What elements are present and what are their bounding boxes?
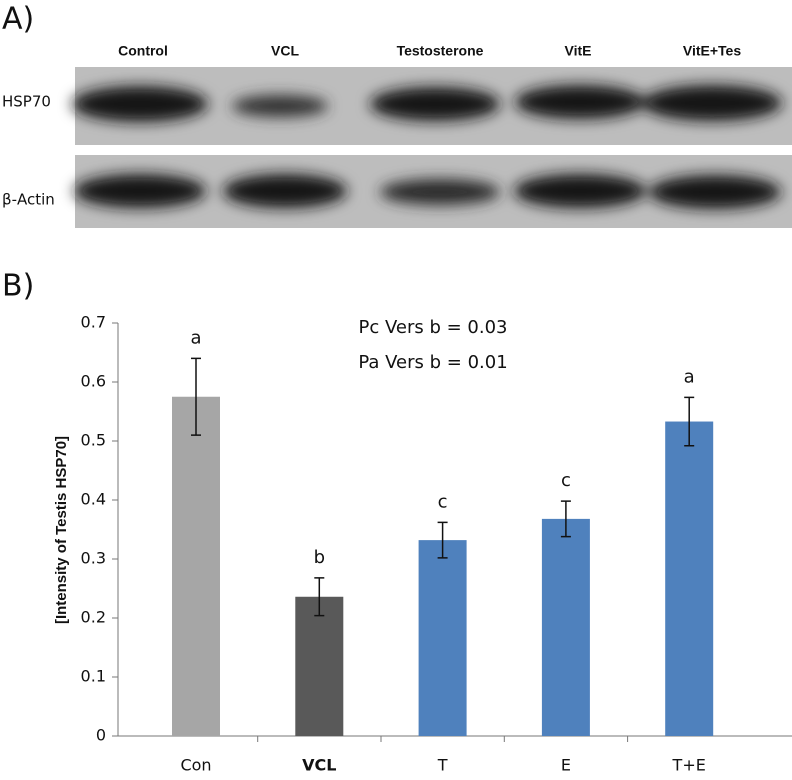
y-tick-label: 0.4 (81, 490, 106, 509)
x-tick-label: VCL (302, 756, 336, 775)
y-tick-label: 0.3 (81, 549, 106, 568)
bar (418, 540, 467, 736)
panel-a-label: A) (2, 2, 34, 37)
significance-letter: b (314, 547, 325, 568)
plot: 0 0.1 0.2 0.3 0.4 0.5 0.6 0.7 Con a VCL b Tc Ec T+E a (81, 313, 792, 775)
x-tick-label: T (437, 756, 448, 775)
bar (295, 596, 344, 736)
y-tick-label: 0.2 (81, 608, 106, 627)
row-label: β-Actin (2, 191, 55, 209)
error-bar (684, 396, 695, 447)
significance-letter: c (438, 491, 448, 512)
y-tick-label: 0.1 (81, 667, 106, 686)
significance-letter: a (684, 366, 695, 387)
annotation: Pa Vers b = 0.01 (358, 352, 507, 373)
y-tick-label: 0 (96, 726, 106, 745)
y-tick-label: 0.6 (81, 372, 106, 391)
blot-hsp70 (72, 67, 792, 145)
y-tick-label: 0.7 (81, 313, 106, 332)
error-bar (314, 577, 325, 617)
lane-label: Testosterone (397, 43, 484, 59)
x-tick-label: E (561, 756, 571, 775)
bar (665, 421, 714, 736)
error-bar (191, 357, 201, 436)
lane-label: VitE (565, 43, 592, 59)
x-tick-label: Con (180, 756, 211, 775)
y-axis-label: [Intensity of Testis HSP70] (53, 436, 70, 624)
bar (541, 518, 590, 736)
annotation: Pc Vers b = 0.03 (359, 317, 508, 338)
lane-label: Control (118, 43, 168, 59)
error-bar (437, 521, 448, 559)
lane-label: VitE+Tes (683, 43, 741, 59)
bar (172, 396, 220, 736)
significance-letter: a (190, 327, 201, 348)
significance-letter: c (561, 470, 571, 491)
row-label: HSP70 (2, 93, 51, 111)
x-tick-label: T+E (672, 756, 706, 775)
panel-b-label: B) (2, 269, 34, 304)
lane-label: VCL (271, 43, 299, 59)
blot-actin (74, 155, 792, 228)
error-bar (560, 500, 571, 538)
y-tick-label: 0.5 (81, 431, 106, 450)
